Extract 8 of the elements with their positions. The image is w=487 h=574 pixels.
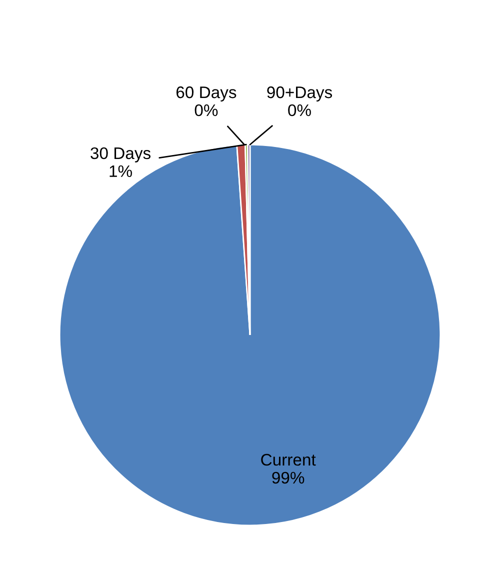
data-label: 0% [288, 104, 311, 116]
slice-label: 60 Days [176, 86, 236, 102]
slice-label: Current [261, 454, 316, 466]
data-label: 1% [110, 165, 132, 178]
slice-label: 30 Days [90, 147, 150, 162]
data-label: 0% [194, 104, 218, 116]
slice-label: 90+Days [267, 86, 332, 102]
data-label: 99% [272, 472, 304, 484]
